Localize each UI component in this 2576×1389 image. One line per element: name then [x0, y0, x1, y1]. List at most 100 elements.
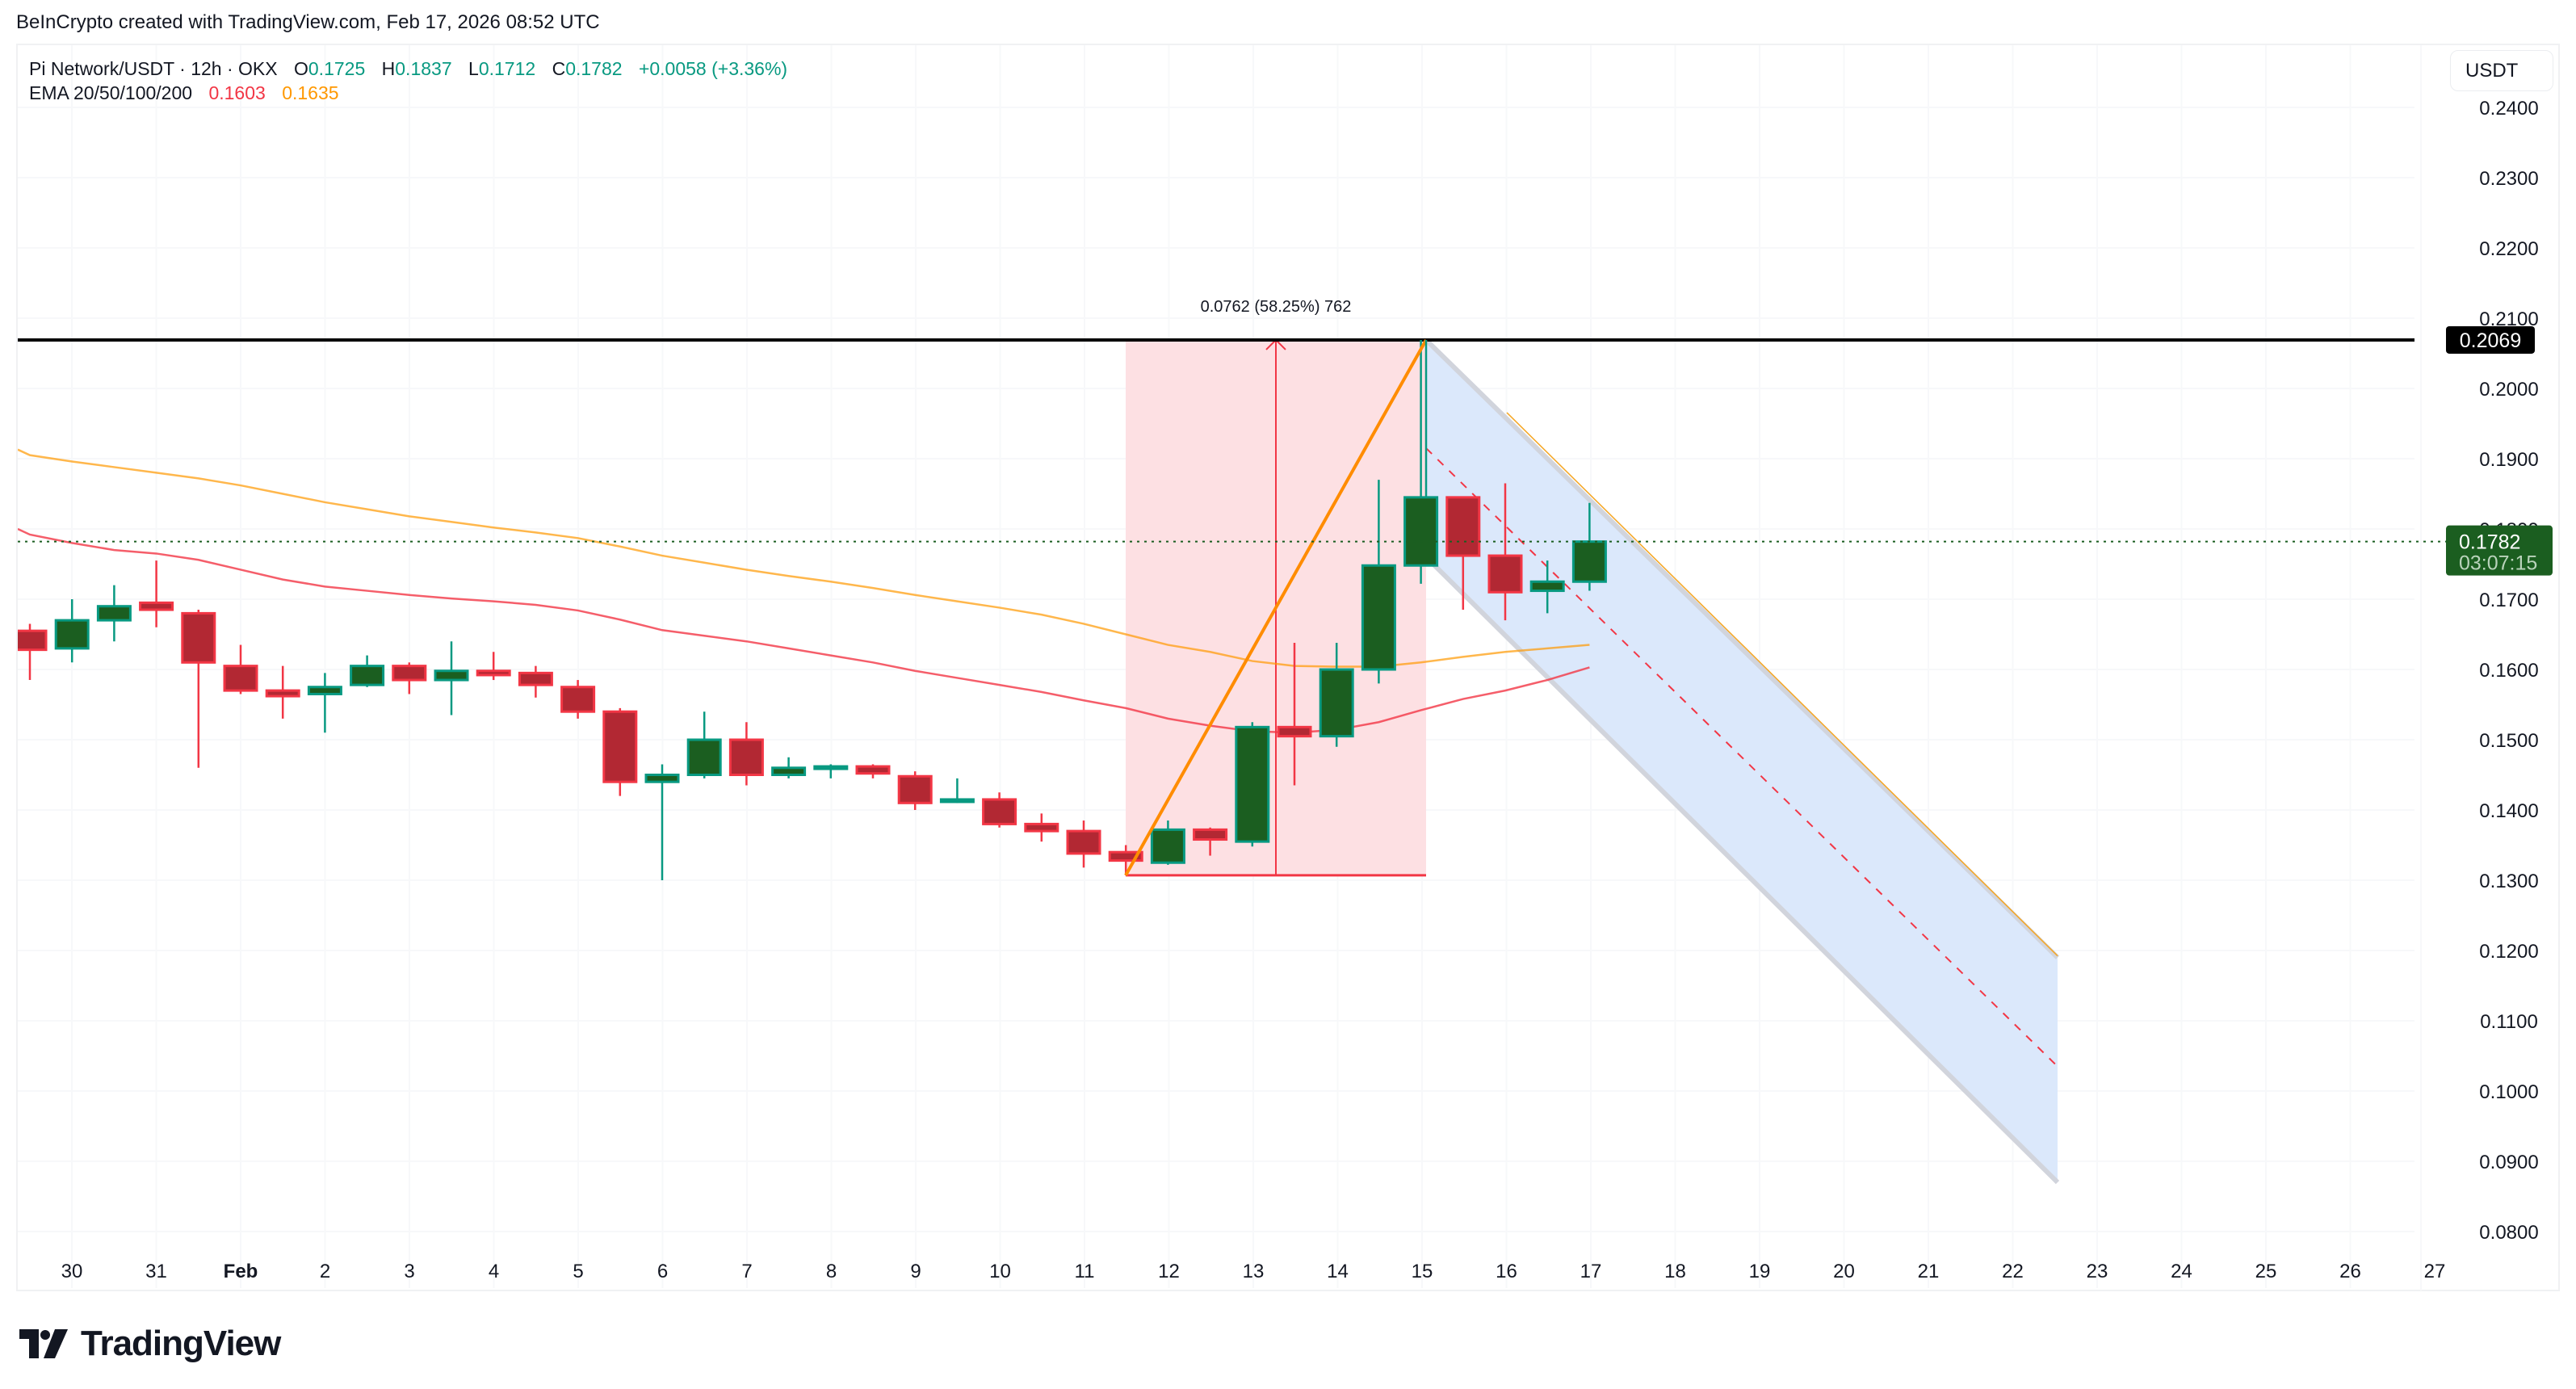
- ema50-line[interactable]: [18, 448, 1590, 668]
- close-value: 0.1782: [565, 58, 623, 79]
- low-label: L: [468, 58, 479, 79]
- candle[interactable]: [223, 644, 258, 694]
- trend-line[interactable]: [1124, 338, 1428, 876]
- x-axis-label: 6: [657, 1261, 668, 1282]
- symbol-label[interactable]: Pi Network/USDT · 12h · OKX: [29, 58, 278, 79]
- y-axis-label: 0.1000: [2479, 1081, 2538, 1103]
- candle[interactable]: [181, 610, 216, 768]
- candle[interactable]: [771, 757, 807, 778]
- tradingview-logo-icon: [19, 1329, 68, 1358]
- x-axis-label: 10: [989, 1261, 1011, 1282]
- plot-area[interactable]: [14, 45, 2435, 1290]
- chart-legend: Pi Network/USDT · 12h · OKX O0.1725 H0.1…: [29, 57, 799, 105]
- channel-upper-edge[interactable]: [1424, 338, 2060, 959]
- candle[interactable]: [54, 599, 90, 663]
- countdown-text: 03:07:15: [2459, 552, 2537, 575]
- high-value: 0.1837: [395, 58, 452, 79]
- candle[interactable]: [813, 764, 849, 778]
- candle[interactable]: [1445, 496, 1481, 611]
- x-axis-label: 25: [2255, 1261, 2277, 1282]
- candle[interactable]: [476, 652, 511, 681]
- y-axis-label: 0.1600: [2479, 660, 2538, 682]
- candle[interactable]: [1487, 483, 1523, 621]
- candle[interactable]: [1319, 642, 1354, 747]
- change-value: +0.0058 (+3.36%): [638, 58, 788, 79]
- candle[interactable]: [939, 778, 975, 804]
- candle[interactable]: [434, 641, 469, 715]
- candle[interactable]: [350, 655, 385, 687]
- ohlc-row: Pi Network/USDT · 12h · OKX O0.1725 H0.1…: [29, 57, 799, 81]
- ema-row: EMA 20/50/100/200 0.1603 0.1635: [29, 81, 799, 105]
- y-axis-label: 0.2400: [2479, 98, 2538, 120]
- resistance-price-text: 0.2069: [2460, 329, 2521, 352]
- high-label: H: [381, 58, 396, 79]
- x-axis-label: 26: [2339, 1261, 2361, 1282]
- candle[interactable]: [96, 585, 132, 642]
- candle[interactable]: [1361, 480, 1396, 684]
- candle[interactable]: [1529, 560, 1565, 614]
- x-axis-label: 5: [573, 1261, 583, 1282]
- x-axis-label: 22: [2002, 1261, 2024, 1282]
- x-axis-label: Feb: [224, 1261, 258, 1282]
- candle[interactable]: [1277, 642, 1312, 786]
- y-axis-label: 0.1200: [2479, 941, 2538, 963]
- y-axis-label: 0.1500: [2479, 730, 2538, 752]
- currency-button[interactable]: USDT: [2450, 50, 2553, 91]
- candle[interactable]: [1066, 820, 1101, 868]
- ema-label[interactable]: EMA 20/50/100/200: [29, 82, 193, 103]
- candle[interactable]: [307, 673, 342, 733]
- descending-channel[interactable]: [1426, 339, 2058, 1183]
- candle[interactable]: [728, 722, 764, 786]
- y-axis-label: 0.2200: [2479, 238, 2538, 260]
- x-axis-label: 24: [2171, 1261, 2192, 1282]
- resistance-price-tag: [2446, 325, 2535, 354]
- x-axis-label: 8: [826, 1261, 837, 1282]
- candle[interactable]: [1235, 722, 1270, 847]
- candle[interactable]: [897, 771, 933, 810]
- attribution-text: BeInCrypto created with TradingView.com,…: [16, 11, 600, 33]
- candle[interactable]: [855, 764, 891, 778]
- x-axis-label: 20: [1833, 1261, 1855, 1282]
- ema50-value: 0.1635: [282, 82, 339, 103]
- y-axis-label: 0.1300: [2479, 871, 2538, 892]
- candle[interactable]: [14, 623, 48, 681]
- candle[interactable]: [982, 792, 1017, 828]
- x-axis-label: 12: [1158, 1261, 1180, 1282]
- x-axis-label: 19: [1749, 1261, 1771, 1282]
- candle[interactable]: [518, 665, 553, 698]
- open-value: 0.1725: [308, 58, 366, 79]
- candle[interactable]: [1403, 339, 1439, 584]
- last-price-tag: [2446, 525, 2553, 576]
- x-axis-label: 15: [1412, 1261, 1433, 1282]
- x-axis-label: 7: [741, 1261, 752, 1282]
- x-axis-label: 16: [1496, 1261, 1517, 1282]
- candle[interactable]: [1024, 813, 1059, 842]
- y-axis-label: 0.1100: [2480, 1011, 2538, 1033]
- candle[interactable]: [265, 665, 300, 719]
- tradingview-logo-text: TradingView: [81, 1324, 281, 1363]
- close-label: C: [552, 58, 566, 79]
- candle[interactable]: [602, 707, 638, 796]
- channel-lower-edge[interactable]: [1424, 555, 2060, 1185]
- candle[interactable]: [1150, 820, 1185, 865]
- x-axis-label: 11: [1075, 1261, 1095, 1282]
- candle[interactable]: [644, 764, 680, 880]
- channel-median-line[interactable]: [1425, 447, 2058, 1068]
- x-axis-label: 14: [1327, 1261, 1349, 1282]
- candle[interactable]: [1193, 827, 1228, 856]
- tradingview-logo[interactable]: TradingView: [19, 1324, 281, 1363]
- y-axis-label: 0.0800: [2479, 1222, 2538, 1244]
- candle[interactable]: [139, 560, 174, 627]
- open-label: O: [294, 58, 308, 79]
- y-axis-label: 0.1900: [2479, 449, 2538, 471]
- candle[interactable]: [686, 711, 722, 778]
- x-axis-label: 27: [2424, 1261, 2446, 1282]
- last-price-text: 0.1782: [2459, 531, 2520, 554]
- x-axis-label: 9: [910, 1261, 921, 1282]
- candle[interactable]: [1108, 845, 1143, 875]
- candle[interactable]: [560, 680, 596, 719]
- x-axis-label: 13: [1243, 1261, 1265, 1282]
- y-axis-label: 0.2300: [2479, 168, 2538, 190]
- candle[interactable]: [392, 662, 427, 694]
